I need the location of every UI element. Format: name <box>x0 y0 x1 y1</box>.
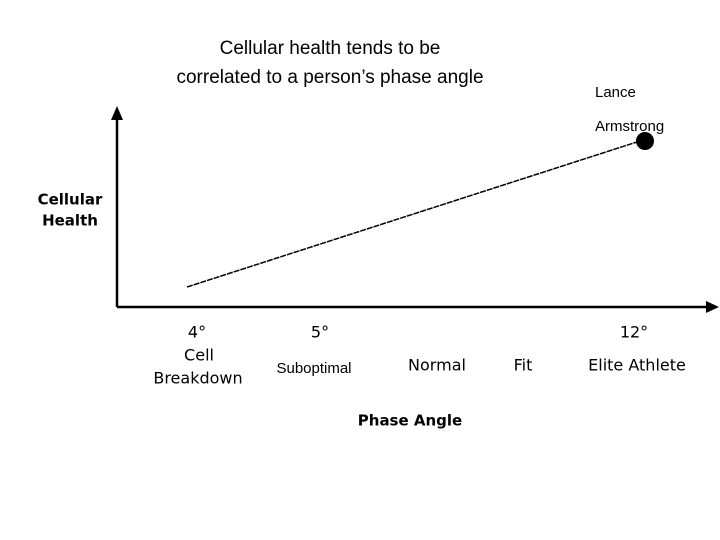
degree-label: 12° <box>620 323 648 342</box>
trend-line <box>186 140 641 288</box>
category-label: Elite Athlete <box>588 356 686 375</box>
y-axis-label: Health <box>42 212 98 230</box>
category-label: Cell <box>184 346 214 365</box>
y-axis-label: Cellular <box>38 191 103 209</box>
dot <box>636 132 654 150</box>
x-arrow <box>706 301 719 313</box>
annotation: Armstrong <box>595 118 664 135</box>
category-label: Breakdown <box>153 369 242 388</box>
y-arrow <box>111 106 123 120</box>
x-axis-label: Phase Angle <box>358 412 462 430</box>
category-label: Normal <box>408 356 466 375</box>
degree-label: 4° <box>188 323 206 342</box>
title: Cellular health tends to be <box>220 38 441 59</box>
category-label: Suboptimal <box>276 360 351 377</box>
category-label: Fit <box>514 356 533 375</box>
annotation: Lance <box>595 84 636 101</box>
title: correlated to a person’s phase angle <box>176 67 483 88</box>
degree-label: 5° <box>311 323 329 342</box>
